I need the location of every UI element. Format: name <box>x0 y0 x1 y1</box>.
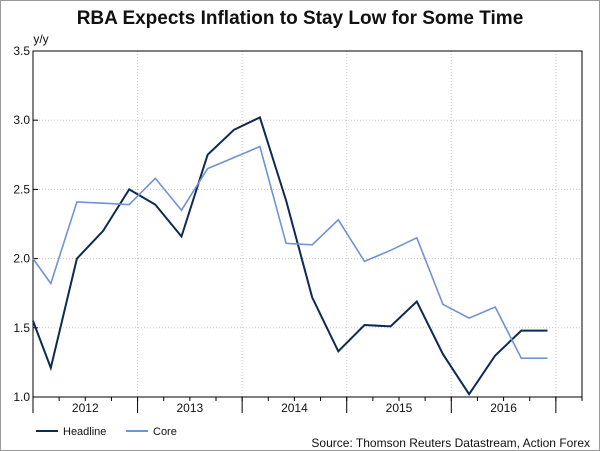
y-tick-label: 1.5 <box>13 321 30 335</box>
series-line-core <box>32 145 548 360</box>
legend: Headline Core <box>36 426 177 438</box>
y-tick-label: 1.0 <box>13 390 30 404</box>
y-tick-label: 2.5 <box>13 182 30 196</box>
x-tick-label: 2012 <box>72 401 99 415</box>
axes: 1.0 1.5 2.0 2.5 3.0 3.5 2012 2013 2014 2015 2016 <box>13 44 583 415</box>
chart-title: RBA Expects Inflation to Stay Low for So… <box>77 8 524 29</box>
y-tick-label: 3.0 <box>13 113 30 127</box>
y-tick-label: 2.0 <box>13 252 30 266</box>
series-lines <box>32 116 548 397</box>
plot-area <box>32 50 583 398</box>
legend-label-core: Core <box>153 426 177 438</box>
x-tick-label: 2013 <box>177 401 204 415</box>
y-axis-label: y/y <box>33 32 48 46</box>
x-tick-label: 2014 <box>281 401 308 415</box>
gridlines <box>33 51 582 397</box>
source-note: Source: Thomson Reuters Datastream, Acti… <box>311 436 590 450</box>
y-tick-label: 3.5 <box>13 44 30 58</box>
x-tick-label: 2016 <box>490 401 517 415</box>
series-line-headline <box>32 116 548 397</box>
legend-label-headline: Headline <box>63 426 106 438</box>
x-tick-label: 2015 <box>386 401 413 415</box>
